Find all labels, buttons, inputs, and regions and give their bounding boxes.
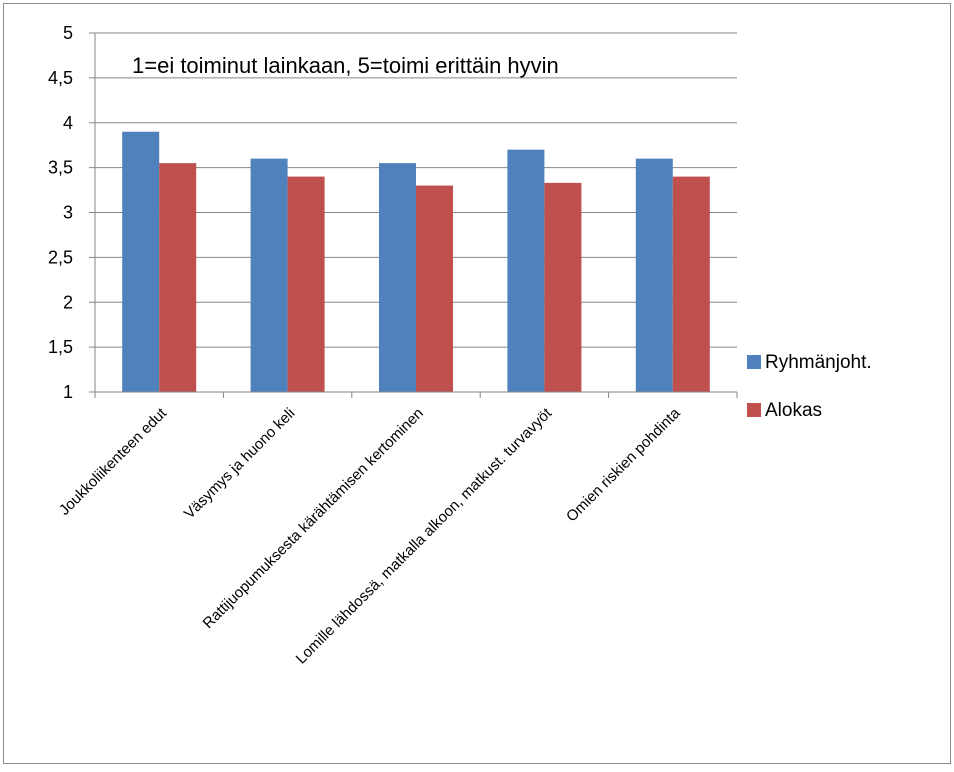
bar-series-2	[287, 176, 325, 392]
y-tick-label: 5	[63, 23, 73, 43]
bar-series-1	[635, 158, 673, 392]
y-tick-labels: 1 1,5 2 2,5 3 3,5 4 4,5 5	[48, 23, 73, 402]
legend-label: Ryhmänjoht.	[765, 352, 872, 373]
y-tick-label: 2	[63, 292, 73, 312]
y-tick-label: 1,5	[48, 337, 73, 357]
axes	[89, 32, 738, 398]
y-tick-label: 2,5	[48, 247, 73, 267]
y-tick-label: 4,5	[48, 68, 73, 88]
bar-series-2	[672, 176, 710, 392]
bar-series-1	[507, 149, 545, 392]
legend-swatch	[747, 355, 761, 369]
y-tick-label: 4	[63, 113, 73, 133]
legend-swatch	[747, 403, 761, 417]
y-tick-label: 3	[63, 203, 73, 223]
legend: Ryhmänjoht. Alokas	[747, 352, 872, 421]
y-tick-label: 1	[63, 382, 73, 402]
bar-series-2	[159, 163, 197, 392]
bars	[122, 131, 710, 392]
y-tick-label: 3,5	[48, 158, 73, 178]
bar-series-2	[544, 182, 582, 392]
bar-series-1	[379, 163, 416, 392]
bar-series-1	[122, 131, 160, 392]
legend-label: Alokas	[765, 400, 822, 421]
bar-series-2	[416, 185, 453, 392]
bar-series-1	[250, 158, 288, 392]
scale-annotation: 1=ei toiminut lainkaan, 5=toimi erittäin…	[132, 53, 559, 78]
